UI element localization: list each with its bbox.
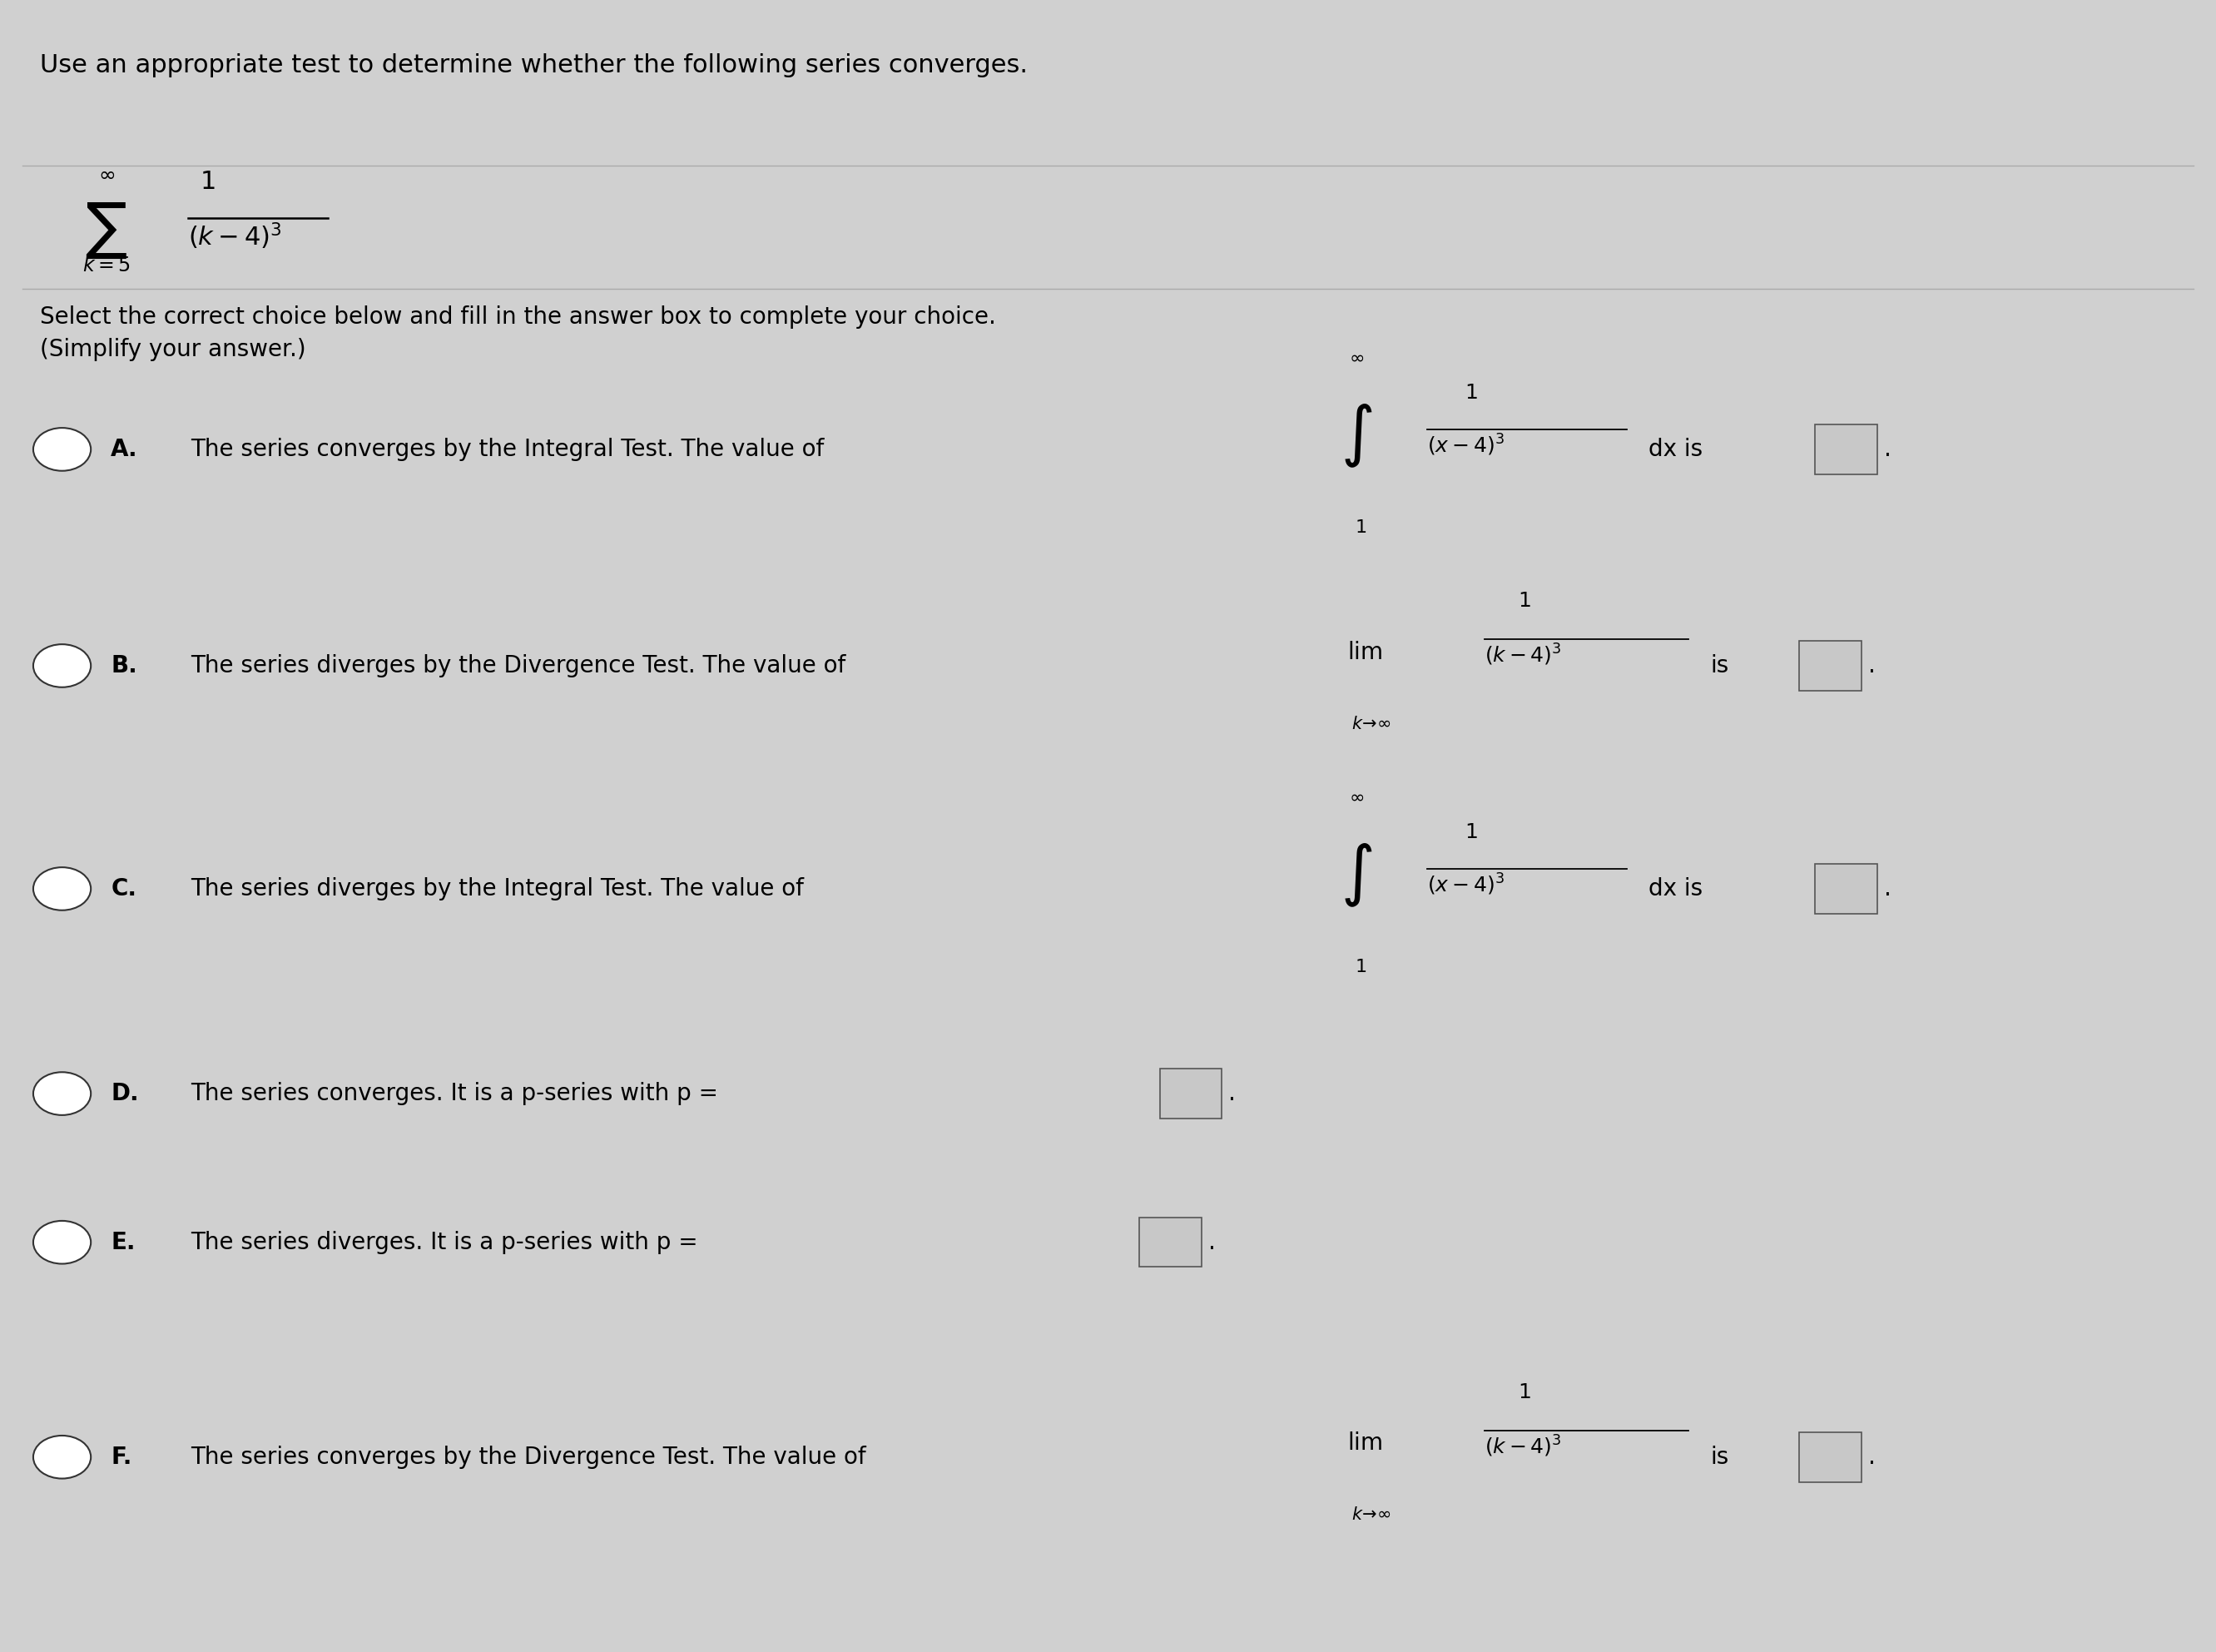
Text: $\int$: $\int$	[1341, 403, 1372, 469]
Bar	[1799, 1432, 1861, 1482]
Text: $1$: $1$	[1465, 823, 1478, 843]
Text: dx is: dx is	[1649, 877, 1702, 900]
Text: $\infty$: $\infty$	[98, 165, 115, 185]
Text: Select the correct choice below and fill in the answer box to complete your choi: Select the correct choice below and fill…	[40, 306, 995, 362]
Text: D.: D.	[111, 1082, 140, 1105]
Text: The series converges by the Integral Test. The value of: The series converges by the Integral Tes…	[191, 438, 824, 461]
Text: C.: C.	[111, 877, 137, 900]
Text: is: is	[1711, 1446, 1728, 1469]
Text: E.: E.	[111, 1231, 135, 1254]
Text: $1$: $1$	[1518, 1383, 1531, 1403]
Text: $\sum$: $\sum$	[84, 202, 129, 261]
Text: .: .	[1228, 1082, 1237, 1105]
Circle shape	[33, 1436, 91, 1479]
Text: $1$: $1$	[1354, 958, 1367, 976]
Text: The series diverges. It is a p-series with p =: The series diverges. It is a p-series wi…	[191, 1231, 698, 1254]
Circle shape	[33, 428, 91, 471]
Bar	[1139, 1218, 1201, 1267]
Text: $(k-4)^3$: $(k-4)^3$	[1485, 1434, 1562, 1459]
Text: $(k-4)^3$: $(k-4)^3$	[188, 221, 281, 251]
Text: The series diverges by the Integral Test. The value of: The series diverges by the Integral Test…	[191, 877, 804, 900]
Circle shape	[33, 867, 91, 910]
Text: $\infty$: $\infty$	[1350, 788, 1363, 806]
Text: .: .	[1868, 654, 1875, 677]
Text: Use an appropriate test to determine whether the following series converges.: Use an appropriate test to determine whe…	[40, 53, 1028, 78]
Text: $\infty$: $\infty$	[1350, 349, 1363, 367]
Text: $k=5$: $k=5$	[82, 256, 131, 276]
Text: dx is: dx is	[1649, 438, 1702, 461]
Text: A.: A.	[111, 438, 137, 461]
Text: $(k-4)^3$: $(k-4)^3$	[1485, 643, 1562, 667]
Text: .: .	[1208, 1231, 1217, 1254]
Text: $1$: $1$	[1518, 591, 1531, 611]
Text: $1$: $1$	[1465, 383, 1478, 403]
Text: F.: F.	[111, 1446, 133, 1469]
Text: $1$: $1$	[199, 169, 215, 195]
Text: The series converges. It is a p-series with p =: The series converges. It is a p-series w…	[191, 1082, 718, 1105]
Text: The series diverges by the Divergence Test. The value of: The series diverges by the Divergence Te…	[191, 654, 847, 677]
Text: $(x-4)^3$: $(x-4)^3$	[1427, 433, 1505, 458]
Bar	[1799, 641, 1861, 691]
Bar	[1815, 425, 1877, 474]
Text: $\lim$: $\lim$	[1347, 641, 1383, 664]
Circle shape	[33, 1221, 91, 1264]
Bar	[1815, 864, 1877, 914]
Text: .: .	[1884, 438, 1890, 461]
Text: $(x-4)^3$: $(x-4)^3$	[1427, 872, 1505, 897]
Text: $1$: $1$	[1354, 519, 1367, 537]
Text: .: .	[1884, 877, 1890, 900]
Circle shape	[33, 1072, 91, 1115]
Text: $k\!\rightarrow\!\infty$: $k\!\rightarrow\!\infty$	[1352, 1507, 1392, 1523]
Bar	[1159, 1069, 1221, 1118]
Text: $\int$: $\int$	[1341, 843, 1372, 909]
Text: $k\!\rightarrow\!\infty$: $k\!\rightarrow\!\infty$	[1352, 715, 1392, 732]
Circle shape	[33, 644, 91, 687]
Text: .: .	[1868, 1446, 1875, 1469]
Text: $\lim$: $\lim$	[1347, 1432, 1383, 1455]
Text: is: is	[1711, 654, 1728, 677]
Text: The series converges by the Divergence Test. The value of: The series converges by the Divergence T…	[191, 1446, 866, 1469]
Text: B.: B.	[111, 654, 137, 677]
